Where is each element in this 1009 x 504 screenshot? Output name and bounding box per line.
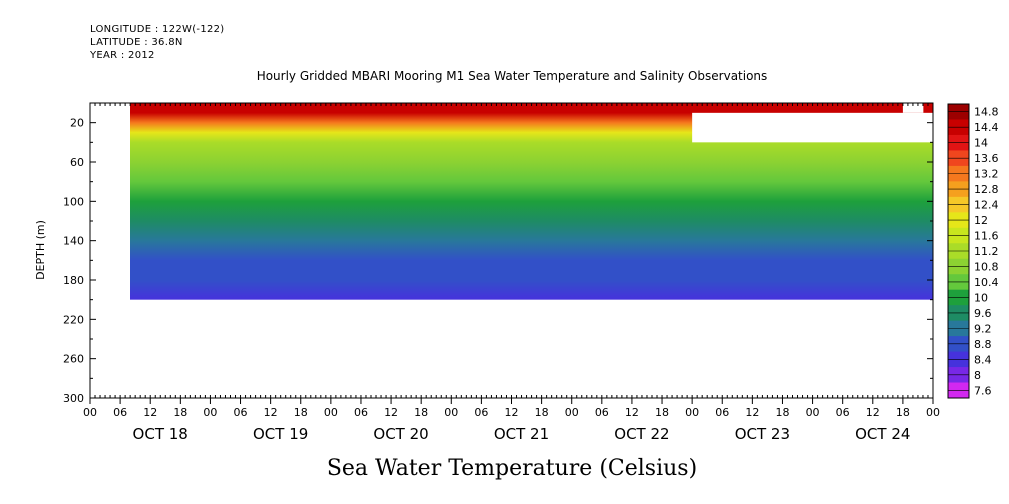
x-day-label: OCT 24 xyxy=(855,425,910,443)
missing-data-region xyxy=(902,103,924,113)
x-day-label: OCT 22 xyxy=(614,425,669,443)
x-tick-label: 18 xyxy=(414,406,428,419)
x-day-label: OCT 20 xyxy=(373,425,428,443)
y-tick-label: 140 xyxy=(63,235,84,248)
colorbar-label: 10.4 xyxy=(974,276,999,289)
colorbar-label: 10 xyxy=(974,291,988,304)
x-tick-label: 18 xyxy=(535,406,549,419)
colorbar-label: 10.8 xyxy=(974,260,999,273)
colorbar-label: 13.2 xyxy=(974,168,999,181)
x-tick-label: 12 xyxy=(625,406,639,419)
y-tick-label: 60 xyxy=(70,156,84,169)
colorbar-label: 13.6 xyxy=(974,152,999,165)
x-tick-label: 18 xyxy=(173,406,187,419)
colorbar-label: 12 xyxy=(974,214,988,227)
x-day-label: OCT 23 xyxy=(735,425,790,443)
x-tick-label: 12 xyxy=(505,406,519,419)
x-day-label: OCT 18 xyxy=(133,425,188,443)
longitude-label: LONGITUDE : 122W(-122) xyxy=(90,24,225,35)
colorbar-label: 8.4 xyxy=(974,353,992,366)
colorbar-label: 12.4 xyxy=(974,199,999,212)
colorbar-label: 7.6 xyxy=(974,384,992,397)
colorbar-label: 8 xyxy=(974,369,981,382)
x-tick-label: 18 xyxy=(775,406,789,419)
x-tick-label: 06 xyxy=(715,406,729,419)
x-tick-label: 06 xyxy=(836,406,850,419)
x-tick-label: 06 xyxy=(595,406,609,419)
missing-data-regions xyxy=(692,103,933,143)
year-label: YEAR : 2012 xyxy=(90,50,155,61)
x-tick-label: 00 xyxy=(926,406,940,419)
x-tick-label: 12 xyxy=(745,406,759,419)
x-tick-label: 06 xyxy=(474,406,488,419)
x-tick-label: 06 xyxy=(354,406,368,419)
colorbar-label: 14 xyxy=(974,137,988,150)
x-tick-label: 00 xyxy=(565,406,579,419)
x-axis: 00 06 12 18 00 06 12 18 00 06 12 18 00 06 12 18 00 06 12 18… xyxy=(83,103,940,443)
colorbar: 14.8 14.4 14 13.6 13.2 12.8 12.4 12 11.6 11.2 10.8… xyxy=(947,103,999,399)
y-tick-label: 180 xyxy=(63,274,84,287)
x-tick-label: 00 xyxy=(444,406,458,419)
x-day-label: OCT 19 xyxy=(253,425,308,443)
y-tick-label: 20 xyxy=(70,117,84,130)
x-tick-label: 18 xyxy=(294,406,308,419)
y-tick-label: 260 xyxy=(63,353,84,366)
x-day-label: OCT 21 xyxy=(494,425,549,443)
y-axis: 20 60 100 140 180 220 260 300 xyxy=(63,102,933,405)
colorbar-label: 14.4 xyxy=(974,121,999,134)
y-tick-label: 100 xyxy=(63,195,84,208)
x-tick-label: 00 xyxy=(806,406,820,419)
x-tick-label: 12 xyxy=(866,406,880,419)
colorbar-label: 14.8 xyxy=(974,106,999,119)
x-tick-label: 18 xyxy=(655,406,669,419)
colorbar-label: 9.2 xyxy=(974,322,992,335)
y-tick-label: 220 xyxy=(63,313,84,326)
x-tick-label: 18 xyxy=(896,406,910,419)
missing-data-region xyxy=(692,112,933,143)
colorbar-title: Sea Water Temperature (Celsius) xyxy=(327,456,697,481)
colorbar-label: 8.8 xyxy=(974,338,992,351)
x-tick-label: 00 xyxy=(203,406,217,419)
colorbar-label: 11.6 xyxy=(974,230,999,243)
x-tick-label: 12 xyxy=(264,406,278,419)
colorbar-label: 9.6 xyxy=(974,307,992,320)
x-tick-label: 00 xyxy=(324,406,338,419)
x-tick-label: 12 xyxy=(384,406,398,419)
x-tick-label: 06 xyxy=(113,406,127,419)
y-axis-label: DEPTH (m) xyxy=(34,220,47,280)
y-tick-label: 300 xyxy=(63,392,84,405)
x-tick-label: 00 xyxy=(685,406,699,419)
latitude-label: LATITUDE : 36.8N xyxy=(90,37,183,48)
chart-title: Hourly Gridded MBARI Mooring M1 Sea Wate… xyxy=(257,69,768,83)
colorbar-label: 11.2 xyxy=(974,245,999,258)
x-tick-label: 06 xyxy=(234,406,248,419)
x-tick-label: 00 xyxy=(83,406,97,419)
colorbar-label: 12.8 xyxy=(974,183,999,196)
x-tick-label: 12 xyxy=(143,406,157,419)
